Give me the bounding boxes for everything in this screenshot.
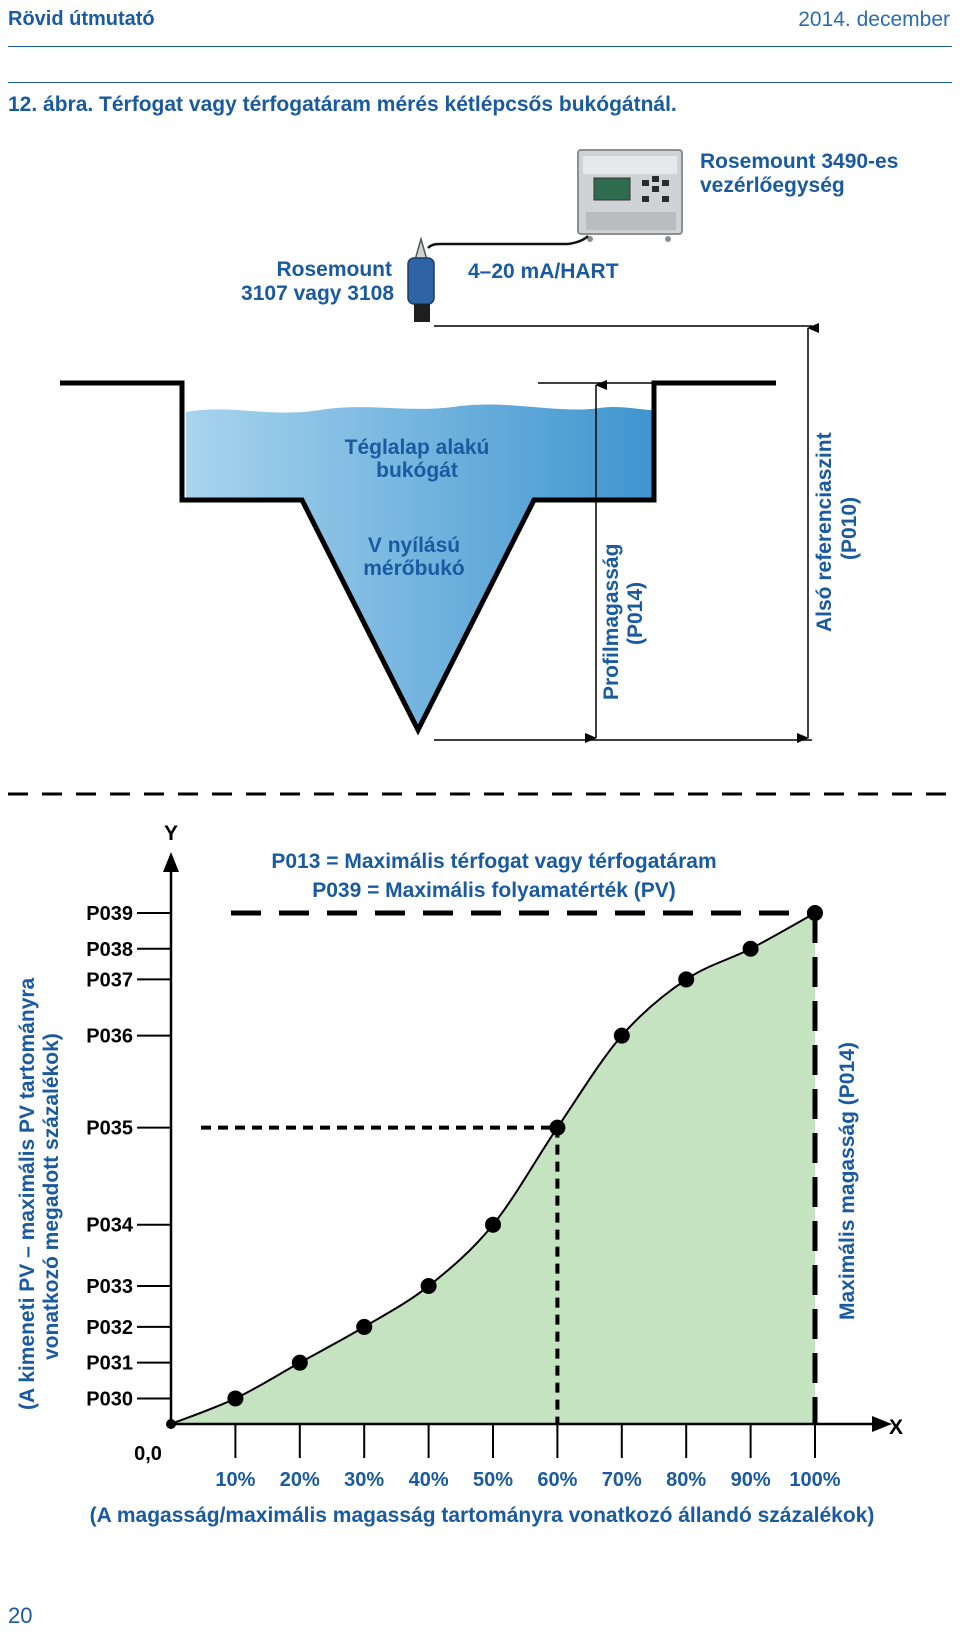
- profile-height-label-2: (P014): [624, 582, 647, 645]
- bottom-ref-label: Alsó referenciaszint: [813, 432, 836, 632]
- transmitter-label: Rosemount: [277, 258, 393, 281]
- y-axis-title-2: vonatkozó megadott százalékok): [40, 1033, 63, 1360]
- data-point: [485, 1216, 501, 1233]
- bottom-ref-label-2: (P010): [838, 497, 861, 560]
- y-param-label: P036: [86, 1026, 133, 1048]
- x-axis-letter: X: [889, 1416, 903, 1439]
- area-fill: [171, 913, 815, 1424]
- document-date: 2014. december: [798, 8, 950, 31]
- x-tick-label: 20%: [280, 1469, 320, 1491]
- y-axis-letter: Y: [164, 822, 178, 845]
- page-number: 20: [8, 1603, 33, 1628]
- x-tick-label: 80%: [666, 1469, 706, 1491]
- chart-note-p013: P013 = Maximális térfogat vagy térfogatá…: [271, 850, 716, 873]
- data-point: [549, 1119, 566, 1136]
- signal-cable: [427, 235, 589, 249]
- x-axis-arrow: [872, 1416, 892, 1432]
- controller-label: Rosemount 3490-es: [700, 150, 898, 173]
- x-tick-label: 70%: [602, 1469, 642, 1491]
- y-param-label: P034: [86, 1215, 134, 1237]
- document-title: Rövid útmutató: [8, 8, 155, 30]
- y-axis-title: (A kimeneti PV – maximális PV tartományr…: [16, 977, 39, 1410]
- x-tick-label: 30%: [344, 1469, 384, 1491]
- signal-label: 4–20 mA/HART: [468, 260, 619, 283]
- data-point: [356, 1318, 373, 1335]
- transmitter: [407, 236, 435, 322]
- header-divider: [8, 46, 952, 47]
- data-point: [291, 1354, 308, 1371]
- data-point: [613, 1027, 630, 1044]
- data-point: [678, 971, 695, 988]
- chart-note-p039: P039 = Maximális folyamatérték (PV): [312, 879, 676, 902]
- y-param-label: P038: [86, 939, 133, 961]
- y-param-label: P031: [86, 1353, 133, 1375]
- x-tick-label: 100%: [789, 1469, 840, 1491]
- profile-height-label: Profilmagasság: [600, 544, 623, 700]
- x-tick-label: 60%: [537, 1469, 577, 1491]
- water-body: [186, 404, 652, 728]
- data-point: [420, 1278, 437, 1295]
- max-height-label: Maximális magasság (P014): [836, 1042, 859, 1320]
- data-point: [742, 940, 759, 957]
- x-tick-label: 90%: [731, 1469, 771, 1491]
- controller-unit: [577, 149, 683, 242]
- y-axis-arrow: [163, 852, 179, 872]
- x-axis-title: (A magasság/maximális magasság tartomány…: [90, 1504, 875, 1527]
- controller-label-2: vezérlőegység: [700, 174, 845, 197]
- rect-weir-label-2: bukógát: [376, 459, 458, 482]
- data-point: [807, 905, 823, 921]
- y-param-label: P033: [86, 1276, 133, 1298]
- y-param-label: P032: [86, 1317, 133, 1339]
- figure-caption: 12. ábra. Térfogat vagy térfogatáram mér…: [8, 93, 677, 116]
- v-weir-label-2: mérőbukó: [363, 557, 465, 580]
- x-tick-label: 40%: [409, 1469, 449, 1491]
- figure-divider: [8, 82, 952, 83]
- x-tick-label: 10%: [215, 1469, 255, 1491]
- v-weir-label: V nyílású: [368, 534, 460, 557]
- transmitter-label-2: 3107 vagy 3108: [241, 282, 394, 305]
- y-param-label: P035: [86, 1118, 133, 1140]
- pv-curve: [170, 912, 816, 1425]
- weir-outline: [60, 380, 776, 736]
- y-param-label: P039: [86, 903, 133, 925]
- y-param-label: P037: [86, 969, 133, 991]
- data-point: [227, 1390, 244, 1407]
- origin-point: [166, 1419, 176, 1429]
- origin-label: 0,0: [134, 1443, 162, 1465]
- x-tick-label: 50%: [473, 1469, 513, 1491]
- rect-weir-label: Téglalap alakú: [345, 436, 490, 459]
- y-param-label: P030: [86, 1388, 133, 1410]
